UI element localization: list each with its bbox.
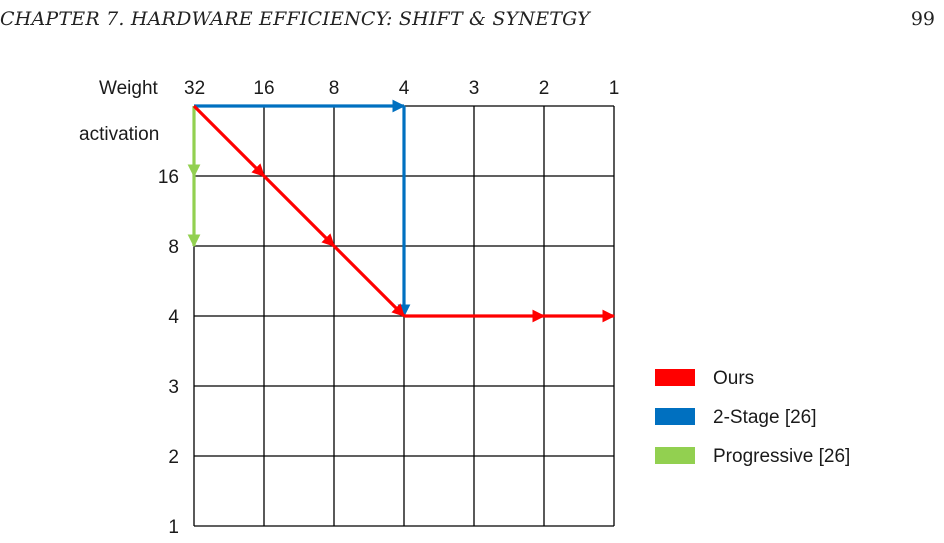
activation-tick-label: 16 — [158, 167, 179, 188]
weight-tick-label: 2 — [539, 78, 550, 99]
weight-tick-label: 3 — [469, 78, 480, 99]
transition-paths — [187, 99, 616, 323]
activation-tick-label: 1 — [168, 517, 179, 538]
weight-tick-label: 16 — [253, 78, 274, 99]
activation-tick-labels: 16 8 4 3 2 1 — [158, 167, 180, 538]
activation-tick-label: 3 — [168, 377, 179, 398]
page-number: 99 — [910, 8, 935, 30]
path-segment-ours — [262, 174, 336, 248]
weight-axis-label: Weight — [99, 78, 159, 99]
legend-label: Progressive [26] — [713, 446, 850, 467]
activation-tick-label: 8 — [168, 237, 179, 258]
weight-tick-label: 4 — [399, 78, 410, 99]
legend: Ours 2-Stage [26] Progressive [26] — [655, 368, 850, 467]
legend-swatch — [655, 408, 695, 425]
running-head: CHAPTER 7. HARDWARE EFFICIENCY: SHIFT & … — [0, 0, 944, 40]
weight-tick-label: 32 — [184, 78, 205, 99]
legend-label: Ours — [713, 368, 754, 389]
weight-tick-label: 1 — [609, 78, 620, 99]
weight-tick-label: 8 — [329, 78, 340, 99]
path-segment-ours — [192, 104, 266, 178]
legend-swatch — [655, 369, 695, 386]
legend-swatch — [655, 447, 695, 464]
activation-tick-label: 4 — [168, 307, 179, 328]
activation-axis-label: activation — [79, 124, 159, 145]
legend-label: 2-Stage [26] — [713, 407, 817, 428]
activation-tick-label: 2 — [168, 447, 179, 468]
path-segment-ours — [332, 244, 406, 318]
chapter-title: CHAPTER 7. HARDWARE EFFICIENCY: SHIFT & … — [0, 8, 590, 30]
weight-tick-labels: 32 16 8 4 3 2 1 — [184, 78, 619, 99]
